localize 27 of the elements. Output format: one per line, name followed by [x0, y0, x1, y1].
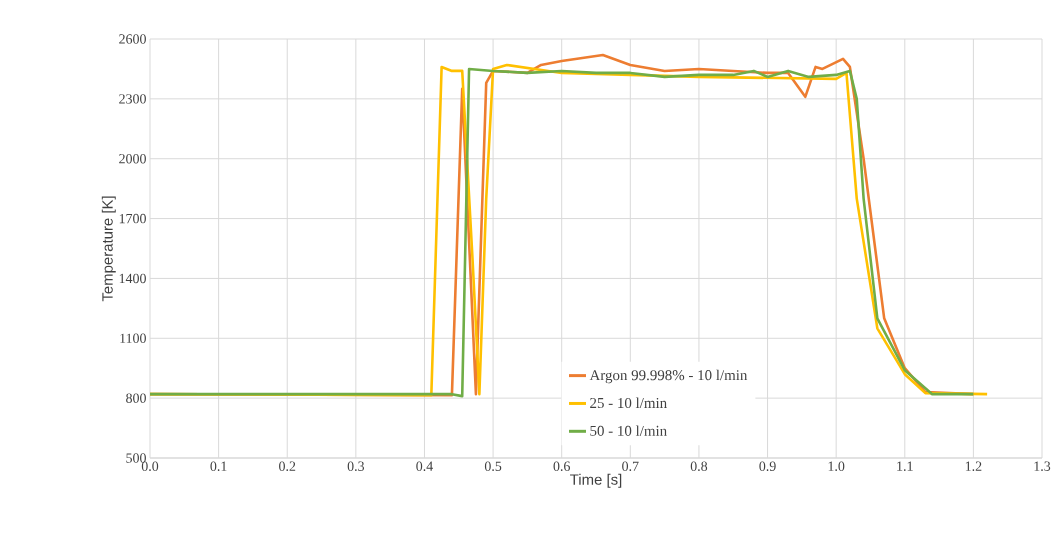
- x-tick-label: 0.5: [484, 461, 502, 471]
- x-tick-label: 0.2: [279, 461, 296, 471]
- x-axis-title: Time [s]: [570, 473, 622, 488]
- y-tick-label: 500: [126, 453, 146, 463]
- x-tick-label: 1.2: [965, 461, 982, 471]
- y-tick-label: 1700: [119, 213, 146, 224]
- legend-label: 25 - 10 l/min: [590, 397, 667, 409]
- x-tick-label: 0.4: [416, 461, 433, 471]
- y-tick-label: 800: [126, 393, 146, 403]
- y-tick-label: 1400: [119, 273, 146, 284]
- x-tick-label: 0.6: [553, 461, 571, 471]
- y-tick-label: 2300: [119, 94, 146, 104]
- x-tick-label: 1.1: [897, 461, 913, 471]
- x-tick-label: 0.8: [690, 461, 708, 471]
- y-tick-label: 2600: [119, 34, 146, 44]
- x-tick-label: 0.1: [210, 461, 227, 471]
- legend-label: Argon 99.998% - 10 l/min: [589, 369, 748, 384]
- y-axis-title: Temperature [K]: [101, 196, 116, 302]
- legend-label: 50 - 10 l/min: [590, 425, 667, 436]
- x-tick-label: 1.3: [1034, 461, 1051, 471]
- x-tick-label: 0.3: [347, 461, 365, 471]
- x-tick-label: 0.7: [622, 461, 639, 471]
- x-tick-label: 0.9: [759, 461, 776, 471]
- y-tick-label: 1100: [120, 333, 146, 343]
- x-tick-label: 0.0: [141, 461, 159, 471]
- x-tick-label: 1.0: [828, 461, 845, 471]
- y-tick-label: 2000: [119, 154, 146, 164]
